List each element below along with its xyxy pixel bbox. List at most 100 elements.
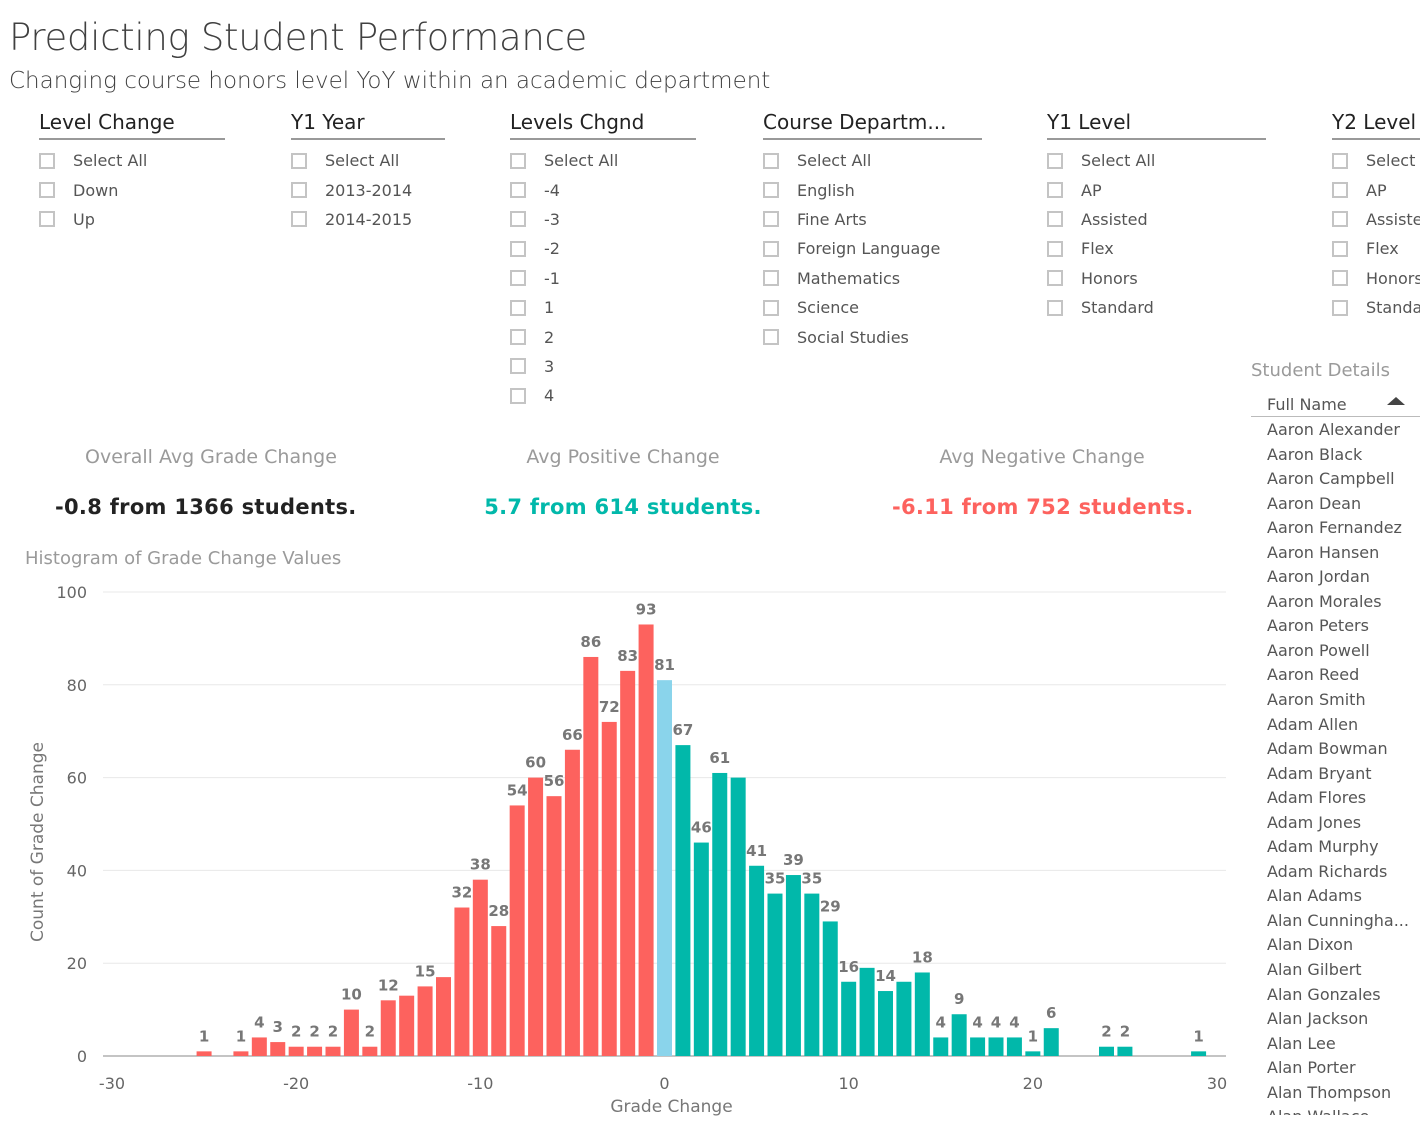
checkbox-icon[interactable]	[1047, 240, 1063, 257]
checkbox-icon[interactable]	[1047, 152, 1063, 169]
slicer-option[interactable]: 2013-2014	[291, 175, 445, 204]
checkbox-icon[interactable]	[1332, 270, 1348, 287]
student-name-row[interactable]: Adam Murphy	[1267, 837, 1379, 857]
student-name-row[interactable]: Aaron Campbell	[1267, 469, 1395, 489]
slicer-option[interactable]: Standard	[1332, 293, 1420, 322]
checkbox-icon[interactable]	[291, 182, 307, 199]
checkbox-icon[interactable]	[763, 152, 779, 169]
checkbox-icon[interactable]	[1332, 211, 1348, 228]
slicer-option[interactable]: Select All	[39, 146, 225, 175]
checkbox-icon[interactable]	[1332, 152, 1348, 169]
checkbox-icon[interactable]	[291, 152, 307, 169]
student-name-row[interactable]: Alan Gonzales	[1267, 984, 1381, 1004]
student-name-row[interactable]: Alan Porter	[1267, 1058, 1356, 1078]
checkbox-icon[interactable]	[763, 329, 779, 346]
student-name-row[interactable]: Adam Bryant	[1267, 763, 1372, 783]
slicer-option[interactable]: Assisted	[1332, 205, 1420, 234]
student-name-row[interactable]: Adam Flores	[1267, 788, 1367, 808]
slicer-option[interactable]: 4	[510, 381, 696, 410]
checkbox-icon[interactable]	[510, 299, 526, 316]
slicer-option[interactable]: English	[763, 175, 982, 204]
slicer-option[interactable]: 2014-2015	[291, 205, 445, 234]
student-details-header[interactable]: Full Name	[1251, 392, 1420, 417]
student-name-row[interactable]: Aaron Hansen	[1267, 542, 1380, 562]
student-name-row[interactable]: Alan Gilbert	[1267, 960, 1362, 980]
slicer-option[interactable]: Honors	[1332, 264, 1420, 293]
slicer-option[interactable]: Mathematics	[763, 264, 982, 293]
full-name-column-header[interactable]: Full Name	[1267, 395, 1347, 414]
slicer-option[interactable]: Up	[39, 205, 225, 234]
slicer-option[interactable]: Select All	[1047, 146, 1266, 175]
student-name-row[interactable]: Aaron Powell	[1267, 640, 1370, 660]
checkbox-icon[interactable]	[1047, 270, 1063, 287]
checkbox-icon[interactable]	[39, 152, 55, 169]
checkbox-icon[interactable]	[1332, 182, 1348, 199]
slicer-option[interactable]: Standard	[1047, 293, 1266, 322]
checkbox-icon[interactable]	[510, 240, 526, 257]
student-name-row[interactable]: Aaron Fernandez	[1267, 518, 1402, 538]
student-name-row[interactable]: Alan Thompson	[1267, 1082, 1392, 1102]
checkbox-icon[interactable]	[39, 211, 55, 228]
checkbox-icon[interactable]	[510, 358, 526, 375]
checkbox-icon[interactable]	[1047, 299, 1063, 316]
checkbox-icon[interactable]	[763, 182, 779, 199]
student-name-row[interactable]: Alan Cunningha...	[1267, 910, 1409, 930]
student-name-row[interactable]: Adam Richards	[1267, 861, 1388, 881]
student-name-row[interactable]: Aaron Dean	[1267, 493, 1362, 513]
slicer-option[interactable]: Foreign Language	[763, 234, 982, 263]
slicer-option[interactable]: AP	[1332, 175, 1420, 204]
checkbox-icon[interactable]	[1047, 211, 1063, 228]
student-name-row[interactable]: Adam Allen	[1267, 714, 1359, 734]
checkbox-icon[interactable]	[763, 299, 779, 316]
checkbox-icon[interactable]	[510, 182, 526, 199]
slicer-option[interactable]: Down	[39, 175, 225, 204]
checkbox-icon[interactable]	[763, 240, 779, 257]
slicer-option[interactable]: 1	[510, 293, 696, 322]
student-name-row[interactable]: Alan Jackson	[1267, 1009, 1369, 1029]
checkbox-icon[interactable]	[291, 211, 307, 228]
slicer-option[interactable]: Honors	[1047, 264, 1266, 293]
student-name-row[interactable]: Aaron Peters	[1267, 616, 1369, 636]
slicer-option[interactable]: 2	[510, 322, 696, 351]
student-name-row[interactable]: Alan Wallace	[1251, 1105, 1420, 1115]
slicer-option[interactable]: Select All	[763, 146, 982, 175]
checkbox-icon[interactable]	[510, 387, 526, 404]
sort-ascending-icon[interactable]	[1387, 397, 1405, 405]
slicer-option[interactable]: Select All	[1332, 146, 1420, 175]
slicer-option[interactable]: Select All	[291, 146, 445, 175]
student-name-row[interactable]: Aaron Jordan	[1267, 567, 1370, 587]
student-name-row[interactable]: Aaron Morales	[1267, 591, 1382, 611]
student-name-row[interactable]: Aaron Smith	[1267, 690, 1366, 710]
slicer-option[interactable]: -4	[510, 175, 696, 204]
student-name-row[interactable]: Aaron Alexander	[1267, 420, 1400, 439]
checkbox-icon[interactable]	[1047, 182, 1063, 199]
slicer-option[interactable]: Flex	[1332, 234, 1420, 263]
slicer-option[interactable]: Social Studies	[763, 322, 982, 351]
student-name-row[interactable]: Alan Dixon	[1267, 935, 1354, 955]
checkbox-icon[interactable]	[510, 211, 526, 228]
checkbox-icon[interactable]	[510, 270, 526, 287]
slicer-option[interactable]: -2	[510, 234, 696, 263]
student-name-row[interactable]: Aaron Reed	[1267, 665, 1360, 685]
checkbox-icon[interactable]	[763, 270, 779, 287]
student-name-list[interactable]: Aaron Alexander Aaron Black Aaron Campbell…	[1251, 418, 1420, 1115]
checkbox-icon[interactable]	[510, 152, 526, 169]
checkbox-icon[interactable]	[510, 329, 526, 346]
slicer-option[interactable]: -1	[510, 264, 696, 293]
slicer-option[interactable]: AP	[1047, 175, 1266, 204]
checkbox-icon[interactable]	[1332, 240, 1348, 257]
student-name-row[interactable]: Adam Bowman	[1267, 739, 1388, 759]
slicer-option[interactable]: 3	[510, 352, 696, 381]
slicer-option[interactable]: Assisted	[1047, 205, 1266, 234]
student-name-row[interactable]: Alan Lee	[1267, 1033, 1336, 1053]
slicer-option[interactable]: Fine Arts	[763, 205, 982, 234]
slicer-option[interactable]: Flex	[1047, 234, 1266, 263]
checkbox-icon[interactable]	[1332, 299, 1348, 316]
student-name-row[interactable]: Aaron Black	[1267, 444, 1363, 464]
slicer-option[interactable]: Science	[763, 293, 982, 322]
slicer-option[interactable]: Select All	[510, 146, 696, 175]
checkbox-icon[interactable]	[763, 211, 779, 228]
student-name-row[interactable]: Adam Jones	[1267, 812, 1362, 832]
student-name-row[interactable]: Alan Adams	[1267, 886, 1362, 906]
slicer-option[interactable]: -3	[510, 205, 696, 234]
